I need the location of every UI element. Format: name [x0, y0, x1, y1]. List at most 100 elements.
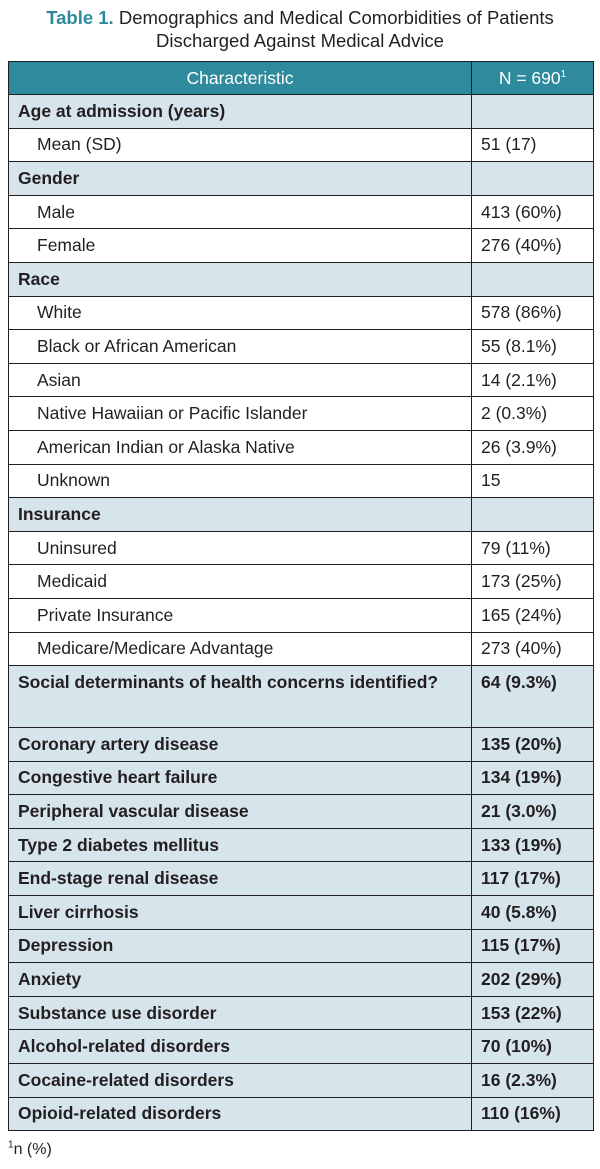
- row-value: 55 (8.1%): [471, 329, 594, 364]
- row-value: 173 (25%): [471, 564, 594, 599]
- table-row: Race: [8, 261, 594, 297]
- table-row: Alcohol-related disorders 70 (10%): [8, 1029, 594, 1065]
- row-value: 273 (40%): [471, 631, 594, 667]
- row-value: 276 (40%): [471, 228, 594, 263]
- footnote-marker: 1: [8, 1139, 14, 1151]
- table-header-row: Characteristic N = 6901: [8, 61, 594, 95]
- row-value: 70 (10%): [471, 1029, 594, 1065]
- row-label: Medicare/Medicare Advantage: [8, 631, 472, 667]
- row-value: 79 (11%): [471, 530, 594, 566]
- row-value: 26 (3.9%): [471, 429, 594, 465]
- row-label: Substance use disorder: [8, 995, 472, 1031]
- header-n-text: N = 690: [498, 67, 561, 88]
- header-n: N = 6901: [471, 61, 594, 95]
- row-value: 64 (9.3%): [471, 665, 594, 729]
- table-row: Peripheral vascular disease 21 (3.0%): [8, 794, 594, 829]
- table-row: American Indian or Alaska Native 26 (3.9%…: [8, 429, 594, 465]
- table-body: Age at admission (years) Mean (SD) 51 (17)…: [8, 94, 594, 1132]
- table-row: White 578 (86%): [8, 295, 594, 331]
- table-row: Coronary artery disease 135 (20%): [8, 727, 594, 762]
- row-value: 51 (17): [471, 127, 594, 163]
- table-row: End-stage renal disease 117 (17%): [8, 861, 594, 897]
- table-row: Private Insurance 165 (24%): [8, 597, 594, 633]
- row-label: Female: [8, 228, 472, 263]
- row-label: Anxiety: [8, 962, 472, 997]
- table-row: Social determinants of health concerns i…: [8, 665, 594, 729]
- caption-label: Table 1.: [46, 7, 114, 28]
- row-value: 115 (17%): [471, 928, 594, 964]
- table-row: Type 2 diabetes mellitus 133 (19%): [8, 827, 594, 863]
- row-label: Depression: [8, 928, 472, 964]
- header-characteristic: Characteristic: [8, 61, 472, 95]
- table-row: Cocaine-related disorders 16 (2.3%): [8, 1063, 594, 1098]
- caption-title-part-2: Discharged Against Medical Advice: [156, 30, 444, 51]
- table-row: Uninsured 79 (11%): [8, 530, 594, 566]
- row-label: Race: [8, 261, 472, 297]
- table-row: Congestive heart failure 134 (19%): [8, 760, 594, 796]
- table-row: Depression 115 (17%): [8, 928, 594, 964]
- table-row: Female 276 (40%): [8, 228, 594, 263]
- row-label: Age at admission (years): [8, 94, 472, 129]
- table-row: Asian 14 (2.1%): [8, 362, 594, 398]
- row-label: Asian: [8, 362, 472, 398]
- footnote-text: n (%): [13, 1141, 52, 1158]
- table-row: Medicare/Medicare Advantage 273 (40%): [8, 631, 594, 667]
- row-value: 153 (22%): [471, 995, 594, 1031]
- row-label: Black or African American: [8, 329, 472, 364]
- row-value: 413 (60%): [471, 194, 594, 230]
- row-label: Male: [8, 194, 472, 230]
- row-label: Medicaid: [8, 564, 472, 599]
- row-label: Insurance: [8, 497, 472, 532]
- table-footnote: 1n (%): [8, 1139, 52, 1159]
- table-row: Mean (SD) 51 (17): [8, 127, 594, 163]
- row-value: 133 (19%): [471, 827, 594, 863]
- row-label: Coronary artery disease: [8, 727, 472, 762]
- row-value: [471, 261, 594, 297]
- row-value: 578 (86%): [471, 295, 594, 331]
- table-row: Male 413 (60%): [8, 194, 594, 230]
- row-label: Unknown: [8, 463, 472, 499]
- caption-title-part-1: Demographics and Medical Comorbidities o…: [118, 7, 554, 28]
- caption-line-1: Table 1. Demographics and Medical Comorb…: [0, 6, 600, 29]
- table-row: Anxiety 202 (29%): [8, 962, 594, 997]
- row-label: Alcohol-related disorders: [8, 1029, 472, 1065]
- row-value: 134 (19%): [471, 760, 594, 796]
- row-label: Uninsured: [8, 530, 472, 566]
- table-row: Medicaid 173 (25%): [8, 564, 594, 599]
- row-label: Private Insurance: [8, 597, 472, 633]
- row-label: End-stage renal disease: [8, 861, 472, 897]
- row-value: 14 (2.1%): [471, 362, 594, 398]
- table-row: Black or African American 55 (8.1%): [8, 329, 594, 364]
- table-row: Unknown 15: [8, 463, 594, 499]
- row-label: Mean (SD): [8, 127, 472, 163]
- row-label: Peripheral vascular disease: [8, 794, 472, 829]
- row-value: [471, 497, 594, 532]
- table-row: Native Hawaiian or Pacific Islander 2 (0.…: [8, 396, 594, 431]
- row-label: Congestive heart failure: [8, 760, 472, 796]
- row-value: 165 (24%): [471, 597, 594, 633]
- table-row: Liver cirrhosis 40 (5.8%): [8, 895, 594, 930]
- row-label: Opioid-related disorders: [8, 1096, 472, 1132]
- table-caption: Table 1. Demographics and Medical Comorb…: [0, 6, 600, 52]
- row-label: White: [8, 295, 472, 331]
- row-value: 15: [471, 463, 594, 499]
- table-row: Age at admission (years): [8, 94, 594, 129]
- row-label: Type 2 diabetes mellitus: [8, 827, 472, 863]
- row-value: 40 (5.8%): [471, 895, 594, 930]
- row-label: American Indian or Alaska Native: [8, 429, 472, 465]
- row-value: 135 (20%): [471, 727, 594, 762]
- row-label: Gender: [8, 161, 472, 196]
- table-row: Substance use disorder 153 (22%): [8, 995, 594, 1031]
- row-value: [471, 94, 594, 129]
- demographics-table: Characteristic N = 6901 Age at admission…: [8, 61, 594, 1132]
- table-row: Opioid-related disorders 110 (16%): [8, 1096, 594, 1132]
- row-label: Cocaine-related disorders: [8, 1063, 472, 1098]
- row-value: 117 (17%): [471, 861, 594, 897]
- table-row: Insurance: [8, 497, 594, 532]
- table-row: Gender: [8, 161, 594, 196]
- row-value: 16 (2.3%): [471, 1063, 594, 1098]
- row-label: Liver cirrhosis: [8, 895, 472, 930]
- row-value: 110 (16%): [471, 1096, 594, 1132]
- row-value: 202 (29%): [471, 962, 594, 997]
- row-value: 2 (0.3%): [471, 396, 594, 431]
